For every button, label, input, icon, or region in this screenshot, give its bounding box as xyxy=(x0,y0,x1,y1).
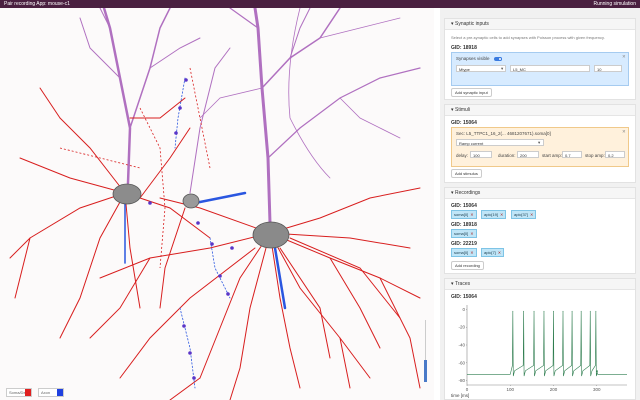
close-icon[interactable]: ✕ xyxy=(622,54,626,59)
close-icon: ✕ xyxy=(470,212,474,217)
spike-point xyxy=(595,310,597,312)
spike-point xyxy=(543,310,545,312)
traces-gid-label: GID: 15064 xyxy=(451,294,477,300)
synaptic-gid-label: GID: 18918 xyxy=(451,45,477,51)
x-tick-label: 200 xyxy=(550,387,558,392)
recordings-header[interactable]: Recordings xyxy=(445,188,635,199)
add-recording-button[interactable]: Add recording xyxy=(451,261,484,270)
mtype-select[interactable]: Mtype xyxy=(456,65,506,72)
spike-point xyxy=(580,310,582,312)
recording-tag[interactable]: apic[7] ✕ xyxy=(481,248,505,257)
stimuli-card: Stimuli GID: 15064 Sec: L5_TTPC1_16_2(..… xyxy=(444,104,636,183)
recording-tag[interactable]: apic[37] ✕ xyxy=(511,210,537,219)
recording-tag[interactable]: apic[19] ✕ xyxy=(481,210,507,219)
spike-point xyxy=(523,310,525,312)
synapses-visible-label: Synapses visible xyxy=(456,56,490,61)
apical-dendrites xyxy=(79,8,421,225)
chevron-down-icon: ▾ xyxy=(538,140,541,145)
simulation-status: Running simulation xyxy=(593,1,636,7)
close-icon: ✕ xyxy=(500,212,504,217)
y-tick-label: -40 xyxy=(458,343,465,348)
chevron-down-icon: ▾ xyxy=(501,66,504,71)
control-panel: Synaptic inputs Select a pre-synaptic ce… xyxy=(440,8,640,400)
close-icon: ✕ xyxy=(470,250,474,255)
voltage-trace-chart[interactable]: -80 -60 -40 -20 0 0 100 200 300 time [ms] xyxy=(447,301,633,399)
legend-label-axon: Axon xyxy=(41,390,51,395)
traces-card: Traces GID: 15064 -80 -60 -40 -20 0 0 100 200 30… xyxy=(444,278,636,400)
x-tick-label: 0 xyxy=(466,387,469,392)
add-stimulus-button[interactable]: Add stimulus xyxy=(451,169,482,178)
start-amp-field[interactable]: 0.7 xyxy=(562,151,582,158)
recording-tag[interactable]: soma[0] ✕ xyxy=(451,248,477,257)
traces-header[interactable]: Traces xyxy=(445,279,635,290)
synaptic-inputs-card: Synaptic inputs Select a pre-synaptic ce… xyxy=(444,18,636,100)
close-icon: ✕ xyxy=(530,212,534,217)
recording-gid-3: GID: 22219 xyxy=(451,241,477,247)
close-icon: ✕ xyxy=(497,250,502,255)
app-top-bar: Pair recording App: mouse-c1 Running sim… xyxy=(0,0,640,8)
frequency-field[interactable]: 10 xyxy=(594,65,622,72)
recording-gid-1: GID: 15064 xyxy=(451,203,477,209)
add-synaptic-input-button[interactable]: Add synaptic input xyxy=(451,88,492,97)
stimulus-protocol-select[interactable]: Ramp current xyxy=(456,139,544,146)
soma-left xyxy=(112,183,142,205)
soma-middle xyxy=(182,193,200,209)
stimulus-entry: Sec: L5_TTPC1_16_2(... 4681207671).soma[… xyxy=(451,127,629,167)
y-tick-label: -80 xyxy=(458,378,465,383)
basal-dendrites xyxy=(9,87,421,400)
neuron-morphology-render[interactable] xyxy=(0,8,434,400)
close-icon[interactable]: ✕ xyxy=(622,129,626,134)
recording-tag[interactable]: soma[0] ✕ xyxy=(451,210,477,219)
y-tick-label: -60 xyxy=(458,360,465,365)
spike-point xyxy=(571,310,573,312)
duration-field[interactable]: 200 xyxy=(517,151,539,158)
spike-point xyxy=(553,310,554,312)
axon-segments xyxy=(124,77,287,389)
spike-point xyxy=(589,310,591,312)
stimuli-header[interactable]: Stimuli xyxy=(445,105,635,116)
y-tick-label: -20 xyxy=(458,325,465,330)
morphology-viewer[interactable] xyxy=(0,8,434,400)
app-title: Pair recording App: mouse-c1 xyxy=(4,1,70,7)
soma-right xyxy=(252,221,290,249)
x-tick-label: 300 xyxy=(593,387,601,392)
spike-point xyxy=(512,310,514,312)
legend-swatch-blue[interactable] xyxy=(57,389,63,396)
legend-item-soma: Soma/Dend xyxy=(6,388,32,397)
color-legend: Soma/Dend Axon xyxy=(6,388,64,397)
synaptic-inputs-hint: Select a pre-synaptic cells to add synap… xyxy=(451,35,605,40)
recording-tag[interactable]: soma[0] ✕ xyxy=(451,229,477,238)
legend-swatch-red[interactable] xyxy=(25,389,31,396)
synapses-visible-toggle[interactable] xyxy=(494,57,502,61)
x-tick-label: 100 xyxy=(506,387,514,392)
somas xyxy=(112,183,290,249)
legend-item-axon: Axon xyxy=(38,388,64,397)
recording-gid-2: GID: 18918 xyxy=(451,222,477,228)
spike-point xyxy=(562,310,564,312)
synapse-input-entry: Synapses visible ✕ Mtype ▾ L5_MC 10 xyxy=(451,52,629,86)
stimulus-section-label: Sec: L5_TTPC1_16_2(... 4681207671).soma[… xyxy=(456,131,551,136)
stop-amp-field[interactable]: 0.2 xyxy=(605,151,625,158)
stimuli-gid-label: GID: 15064 xyxy=(451,120,477,126)
delay-field[interactable]: 100 xyxy=(470,151,492,158)
voltage-trace-series xyxy=(467,311,627,377)
y-tick-label: 0 xyxy=(462,307,465,312)
synapse-markers xyxy=(148,78,234,380)
recordings-card: Recordings GID: 15064 soma[0]✕ apic[19]✕… xyxy=(444,187,636,274)
delay-label: delay: xyxy=(456,153,469,158)
x-axis-label: time [ms] xyxy=(451,393,469,398)
spike-point xyxy=(533,310,535,312)
axon-collaterals xyxy=(59,67,211,269)
zoom-slider-thumb[interactable] xyxy=(424,360,427,382)
start-amp-label: start amp: xyxy=(542,153,563,158)
stop-amp-label: stop amp: xyxy=(585,153,605,158)
legend-label-soma: Soma/Dend xyxy=(9,390,31,395)
duration-label: duration: xyxy=(498,153,516,158)
zoom-slider[interactable] xyxy=(424,320,427,382)
close-icon: ✕ xyxy=(470,231,474,236)
mtype-value-field[interactable]: L5_MC xyxy=(510,65,590,72)
synaptic-inputs-header[interactable]: Synaptic inputs xyxy=(445,19,635,30)
